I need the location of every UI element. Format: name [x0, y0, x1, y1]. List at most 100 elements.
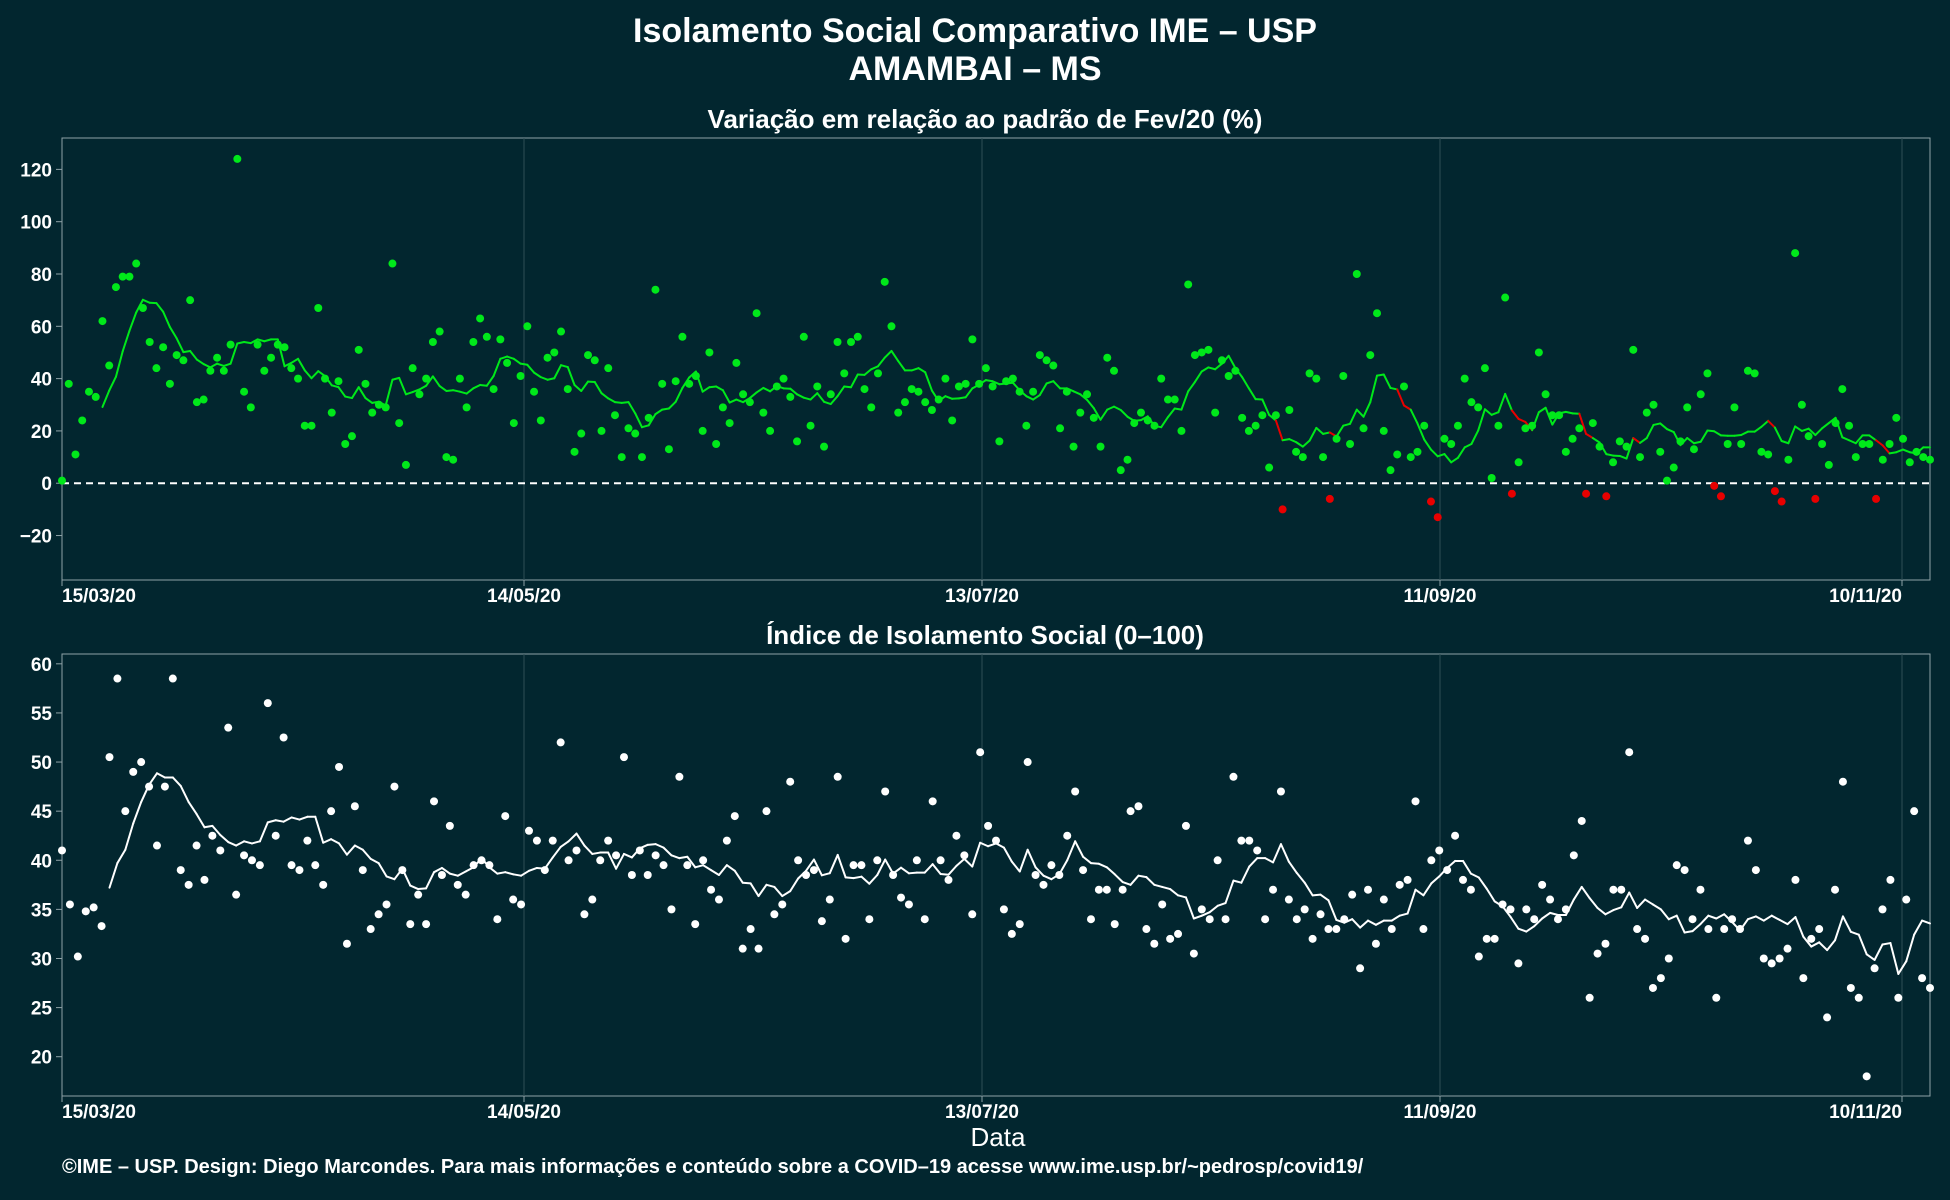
data-point — [1163, 395, 1172, 404]
y-tick-label: 120 — [20, 160, 52, 181]
moving-average-segment — [1342, 422, 1352, 427]
moving-average-segment — [1052, 380, 1062, 390]
data-point — [1831, 419, 1840, 428]
moving-average-segment — [812, 858, 823, 877]
moving-average-segment — [640, 424, 650, 429]
data-point — [1157, 374, 1166, 383]
data-point — [1238, 413, 1247, 422]
moving-average-segment — [1692, 440, 1702, 445]
data-point — [1039, 880, 1048, 889]
data-point — [952, 831, 961, 840]
data-point — [105, 753, 114, 762]
data-point — [442, 453, 451, 462]
moving-average-segment — [116, 848, 127, 865]
data-point — [1730, 403, 1739, 412]
index-x-tick-3: 11/09/20 — [1404, 1102, 1477, 1123]
moving-average-segment — [559, 840, 570, 848]
data-point — [1534, 348, 1543, 357]
data-point — [1669, 463, 1678, 472]
data-point — [1642, 408, 1651, 417]
data-point — [311, 861, 320, 870]
moving-average-segment — [520, 869, 530, 877]
moving-average-segment — [108, 375, 117, 392]
moving-average-segment — [802, 396, 812, 401]
data-point — [840, 369, 849, 378]
data-point — [1704, 925, 1713, 934]
data-point — [1872, 494, 1881, 503]
moving-average-segment — [425, 375, 434, 387]
data-point — [1480, 364, 1489, 373]
data-point — [1265, 463, 1274, 472]
moving-average-segment — [1436, 453, 1446, 458]
data-point — [1443, 866, 1452, 875]
moving-average-segment — [1079, 393, 1089, 401]
moving-average-segment — [868, 874, 879, 885]
moving-average-segment — [765, 883, 776, 888]
data-point — [1553, 915, 1562, 924]
moving-average-segment — [1430, 875, 1441, 885]
moving-average-segment — [1113, 405, 1122, 411]
moving-average-segment — [1082, 855, 1092, 865]
moving-average-segment — [1628, 891, 1639, 909]
moving-average-segment — [1281, 438, 1291, 442]
moving-average-segment — [694, 864, 705, 869]
data-point — [746, 925, 755, 934]
data-point — [1824, 460, 1833, 469]
data-point — [725, 419, 734, 428]
moving-average-segment — [1089, 862, 1100, 865]
y-tick-label: 20 — [31, 1048, 52, 1069]
moving-average-segment — [1121, 881, 1132, 886]
data-point — [388, 259, 397, 268]
moving-average-segment — [1396, 388, 1405, 407]
data-point — [129, 767, 138, 776]
data-point — [398, 866, 407, 875]
moving-average-segment — [1268, 413, 1277, 422]
data-point — [1023, 758, 1032, 767]
data-point — [1332, 434, 1341, 443]
data-point — [1797, 400, 1806, 409]
data-point — [1649, 400, 1658, 409]
moving-average-segment — [1092, 407, 1102, 421]
moving-average-segment — [979, 841, 990, 848]
data-point — [1775, 954, 1784, 963]
data-point — [1862, 1072, 1871, 1081]
moving-average-segment — [1303, 881, 1314, 897]
moving-average-segment — [828, 853, 839, 875]
data-point — [361, 379, 370, 388]
moving-average-segment — [357, 386, 367, 400]
data-point — [556, 738, 565, 747]
moving-average-segment — [504, 871, 515, 876]
y-tick-label: 60 — [31, 655, 52, 676]
data-point — [1269, 885, 1278, 894]
data-point — [342, 939, 351, 948]
moving-average-segment — [452, 389, 461, 393]
moving-average-segment — [114, 350, 124, 378]
moving-average-segment — [171, 776, 182, 787]
moving-average-segment — [1477, 408, 1486, 432]
moving-average-segment — [757, 883, 768, 898]
y-tick-label: 35 — [31, 900, 53, 921]
moving-average-segment — [512, 873, 523, 877]
data-point — [172, 351, 181, 360]
data-point — [1110, 920, 1119, 929]
moving-average-segment — [1483, 408, 1493, 416]
data-point — [1316, 910, 1325, 919]
moving-average-segment — [385, 875, 396, 881]
data-point — [1474, 403, 1483, 412]
moving-average-segment — [1106, 405, 1116, 411]
moving-average-segment — [1173, 407, 1183, 411]
data-point — [624, 424, 633, 433]
moving-average-segment — [1327, 899, 1338, 921]
data-point — [610, 411, 619, 420]
moving-average-segment — [121, 329, 131, 353]
data-point — [1460, 374, 1469, 383]
data-point — [347, 432, 356, 441]
moving-average-segment — [1848, 439, 1857, 445]
moving-average-segment — [1913, 919, 1924, 936]
moving-average-segment — [1497, 392, 1507, 414]
variation-y-axis: −20 0 20 40 60 80 100 120 — [20, 160, 62, 548]
data-point — [1664, 954, 1673, 963]
moving-average-segment — [667, 400, 677, 410]
data-point — [287, 861, 296, 870]
data-point — [1308, 934, 1317, 943]
